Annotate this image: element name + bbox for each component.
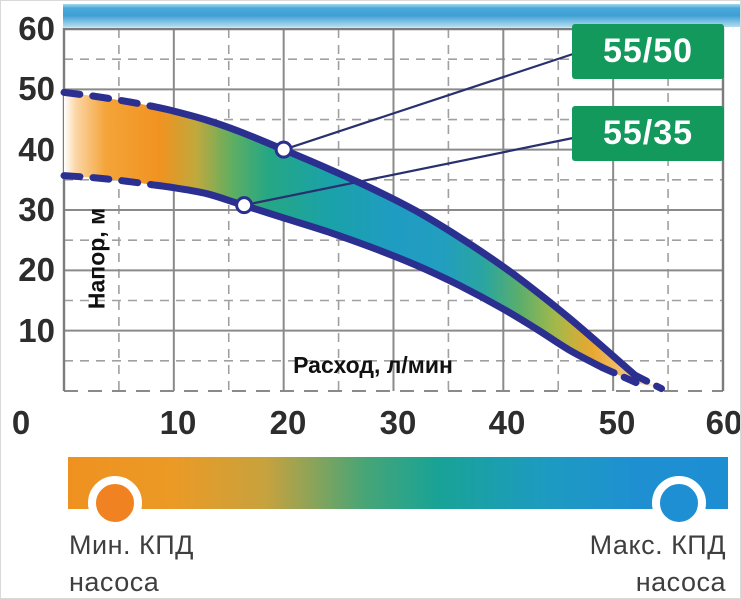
max-efficiency-dot [652, 476, 706, 530]
y-tick-10: 10 [18, 312, 55, 349]
y-tick-20: 20 [18, 251, 55, 288]
x-tick-40: 40 [488, 404, 526, 441]
y-tick-40: 40 [18, 131, 55, 168]
x-tick-60: 60 [705, 404, 741, 441]
x-tick-10: 10 [159, 404, 197, 441]
y-axis-title: Напор, м [83, 207, 110, 310]
curve-point-markers [235, 140, 293, 215]
x-tick-30: 30 [379, 404, 417, 441]
pump-curves [60, 88, 665, 393]
x-axis-title: Расход, л/мин [293, 352, 453, 378]
x-tick-50: 50 [598, 404, 636, 441]
min-efficiency-dot [88, 476, 142, 530]
x-tick-20: 20 [269, 404, 307, 441]
curve-badge-55-50: 55/50 [572, 24, 724, 79]
max-efficiency-label-line1: Макс. КПД [589, 530, 726, 560]
y-tick-60: 60 [18, 10, 55, 47]
curve-badge-55-35: 55/35 [572, 106, 724, 161]
x-tick-0: 0 [11, 404, 31, 441]
y-tick-50: 50 [18, 70, 55, 107]
min-efficiency-label-line1: Мин. КПД [69, 530, 194, 560]
efficiency-gradient-bar [68, 457, 728, 509]
badge-leader-lines [243, 52, 574, 207]
y-tick-30: 30 [18, 191, 55, 228]
decorative-sky-band [63, 4, 740, 27]
max-efficiency-label-line2: насоса [635, 567, 726, 597]
min-efficiency-label-line2: насоса [69, 567, 160, 597]
